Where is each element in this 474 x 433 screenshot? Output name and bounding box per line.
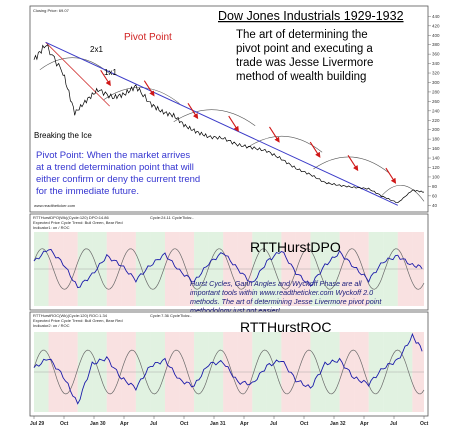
gann-1x1-label: 1x1: [104, 68, 117, 77]
tools-note-line: methodology just got easier!: [190, 306, 280, 315]
x-tick-label: Jan 30: [90, 421, 106, 427]
pivot-point-label: Pivot Point: [124, 32, 172, 43]
pivot-arrow: [269, 126, 280, 143]
gann-2x1-line: [45, 42, 110, 107]
price-y-tick-label: 260: [432, 99, 440, 104]
pivot-arrow: [100, 69, 111, 87]
pivot-arrow: [143, 80, 155, 97]
price-panel-frame: [29, 5, 429, 213]
tools-note-line: methods. The art of determining Jesse Li…: [190, 297, 382, 306]
tools-note-line: Hurst Cycles, Gann Angles and Wyckoff Ph…: [190, 279, 362, 288]
roc-legend-sub2: Indicator2: on / ROC: [33, 323, 70, 328]
price-line: [33, 44, 424, 204]
pivot-arrows: [100, 69, 397, 184]
chart-title: Dow Jones Industrials 1929-1932: [218, 9, 404, 23]
pivot-arrow: [347, 154, 359, 172]
thesis-text: The art of determining the pivot point a…: [236, 29, 373, 83]
price-y-tick-label: 360: [432, 52, 440, 57]
x-tick-label: Oct: [420, 421, 429, 427]
x-tick-label: Jan 32: [330, 421, 346, 427]
x-tick-label: Jul: [390, 421, 398, 427]
roc-zones: [34, 332, 424, 412]
roc-legend-cycle: Cycle:7.36 CycleTicks:-: [150, 313, 192, 318]
roc-title: RTTHurstROC: [240, 319, 332, 335]
price-y-tick-label: 240: [432, 108, 440, 113]
price-y-tick-label: 100: [432, 174, 440, 179]
pivot-arrow: [309, 141, 321, 158]
price-cycle-arc: [380, 185, 425, 202]
dpo-legend-line: RTTHurstDPO(Wk)(Cycle:120) DPO:14.86: [33, 215, 109, 220]
x-axis: Jul 29 Oct Jan 30 Apr Jul Oct Jan 31 Apr Jul Oct J…: [30, 416, 429, 427]
dpo-cycle-curve: [33, 248, 425, 290]
pivot-definition-line: either confirm or deny the current trend: [36, 174, 200, 185]
price-y-tick-label: 160: [432, 146, 440, 151]
x-tick-label: Oct: [180, 421, 189, 427]
pivot-definition-line: Pivot Point: When the market arrives: [36, 150, 190, 161]
price-cycle-arc: [246, 135, 323, 153]
dpo-legend-sub2: Indicator1: on / ROC: [33, 225, 70, 230]
thesis-line: method of wealth building: [236, 71, 366, 83]
price-y-tick-label: 80: [432, 184, 438, 189]
dpo-zones: [34, 232, 424, 306]
x-tick-label: Apr: [360, 421, 369, 427]
price-y-tick-label: 300: [432, 80, 440, 85]
x-tick-label: Jan 31: [210, 421, 226, 427]
closing-price-label: Closing Price: 69.07: [33, 8, 70, 13]
thesis-line: The art of determining the: [236, 29, 368, 41]
thesis-line: pivot point and executing a: [236, 43, 373, 55]
price-y-tick-label: 340: [432, 61, 440, 66]
roc-cycle-curve: [33, 349, 425, 395]
thesis-line: trade was Jesse Livermore: [236, 57, 373, 69]
pivot-arrow: [187, 103, 199, 120]
price-panel: Closing Price: 69.07 440 420 400 380 360 340 3…: [29, 5, 440, 213]
pivot-definition-line: for the immediate future.: [36, 186, 139, 197]
price-y-tick-label: 280: [432, 89, 440, 94]
x-tick-label: Oct: [60, 421, 69, 427]
price-y-tick-label: 220: [432, 118, 440, 123]
price-y-tick-label: 120: [432, 165, 440, 170]
x-tick-label: Oct: [300, 421, 309, 427]
price-y-tick-label: 200: [432, 127, 440, 132]
dpo-title: RTTHurstDPO: [250, 239, 341, 255]
pivot-arrow: [385, 167, 397, 184]
dpo-line: [33, 248, 423, 289]
price-cycle-arc: [173, 109, 256, 127]
breaking-ice-label: Breaking the Ice: [34, 131, 92, 140]
source-label: www.readtheticker.com: [34, 203, 76, 208]
dpo-panel: RTTHurstDPO(Wk)(Cycle:120) DPO:14.86 Cyc…: [29, 213, 429, 315]
price-y-tick-label: 40: [432, 203, 438, 208]
price-y-tick-label: 440: [432, 14, 440, 19]
x-tick-label: Jul: [270, 421, 278, 427]
dpo-legend-sub: Expected Price Cycle Trend: Bull Green, …: [33, 220, 123, 225]
price-y-axis: 440 420 400 380 360 340 320 300 280 260 240 220 200 1…: [428, 14, 440, 208]
roc-legend-sub: Expected Price Cycle Trend: Bull Green, …: [33, 318, 123, 323]
x-tick-label: Apr: [120, 421, 129, 427]
price-y-tick-label: 320: [432, 71, 440, 76]
dpo-legend-cycle: Cycle:24.11 CycleTicks:-: [150, 215, 194, 220]
pivot-definition-line: at a trend determination point that will: [36, 162, 194, 173]
tools-note: Hurst Cycles, Gann Angles and Wyckoff Ph…: [190, 279, 382, 315]
roc-panel: RTTHurstROC(Wk)(Cycle:120) ROC:1.34 Cycl…: [29, 311, 429, 417]
price-y-tick-label: 60: [432, 193, 438, 198]
pivot-trendline: [45, 41, 399, 206]
roc-legend-line: RTTHurstROC(Wk)(Cycle:120) ROC:1.34: [33, 313, 108, 318]
x-tick-label: Apr: [240, 421, 249, 427]
x-tick-label: Jul: [150, 421, 158, 427]
pivot-arrow: [228, 115, 239, 132]
x-tick-label: Jul 29: [30, 421, 44, 427]
roc-line: [33, 332, 423, 405]
price-y-tick-label: 420: [432, 23, 440, 28]
gann-2x1-label: 2x1: [90, 45, 103, 54]
price-cycle-arc: [313, 156, 390, 174]
tools-note-line: important tools within www.readtheticker…: [190, 288, 373, 297]
pivot-definition: Pivot Point: When the market arrives at …: [36, 150, 200, 197]
price-y-tick-label: 400: [432, 33, 440, 38]
price-y-tick-label: 380: [432, 42, 440, 47]
price-y-tick-label: 180: [432, 137, 440, 142]
price-y-tick-label: 140: [432, 156, 440, 161]
